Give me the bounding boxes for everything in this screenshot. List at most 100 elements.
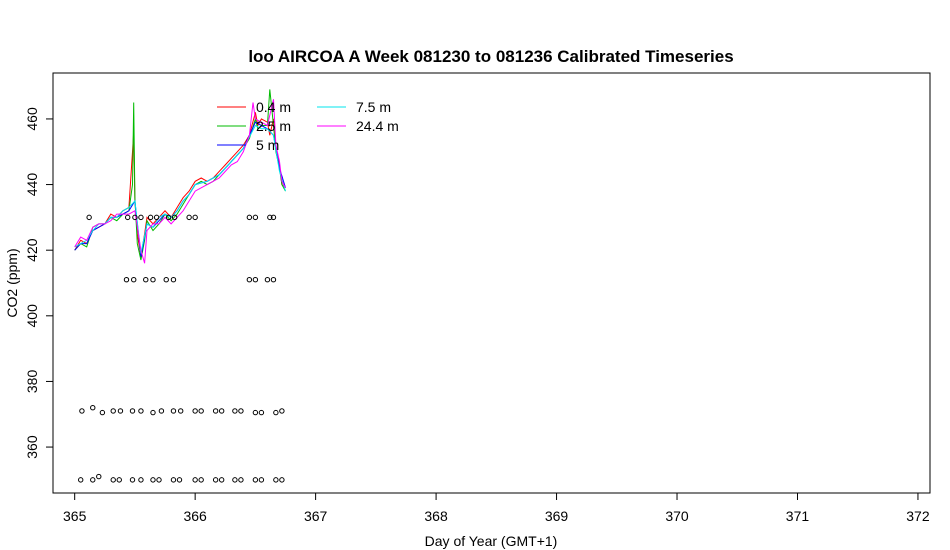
series-line-0-4-m bbox=[74, 112, 286, 257]
marker-point bbox=[86, 214, 92, 221]
marker-point bbox=[270, 277, 277, 283]
marker-point bbox=[238, 477, 244, 483]
marker-point bbox=[264, 277, 271, 283]
marker-point bbox=[252, 214, 259, 221]
marker-point bbox=[132, 214, 138, 221]
marker-point bbox=[218, 408, 225, 414]
x-axis: 365 366 367 368 369 370 371 372 bbox=[63, 492, 930, 524]
marker-point bbox=[246, 214, 253, 221]
marker-point bbox=[279, 408, 285, 414]
series-line-2-5-m bbox=[74, 89, 286, 261]
y-tick-label: 460 bbox=[24, 107, 40, 131]
series-line-7-5-m bbox=[74, 124, 286, 254]
legend: 0.4 m 2.5 m 5 m 7.5 m 24.4 m bbox=[217, 99, 399, 153]
marker-point bbox=[212, 408, 219, 414]
marker-point bbox=[252, 477, 259, 483]
marker-point bbox=[147, 214, 154, 221]
marker-point bbox=[258, 409, 265, 416]
marker-point bbox=[198, 477, 204, 483]
marker-point bbox=[171, 214, 178, 221]
marker-point bbox=[170, 477, 177, 483]
y-tick-label: 360 bbox=[24, 435, 40, 459]
x-tick-label: 366 bbox=[183, 508, 207, 524]
y-axis-label: CO2 (ppm) bbox=[4, 248, 20, 317]
plot-frame bbox=[52, 72, 931, 494]
marker-point bbox=[232, 477, 238, 483]
marker-point bbox=[246, 277, 253, 283]
marker-point bbox=[232, 408, 238, 414]
marker-point bbox=[150, 477, 156, 483]
marker-point bbox=[192, 408, 198, 414]
marker-point bbox=[238, 408, 244, 414]
marker-point bbox=[279, 477, 285, 483]
marker-point bbox=[90, 477, 96, 483]
legend-label: 0.4 m bbox=[256, 99, 291, 115]
x-tick-label: 371 bbox=[786, 508, 810, 524]
y-tick-label: 400 bbox=[24, 304, 40, 328]
marker-point bbox=[176, 477, 183, 483]
marker-point bbox=[218, 477, 225, 483]
marker-point bbox=[270, 214, 277, 221]
marker-point bbox=[177, 408, 184, 414]
marker-point bbox=[186, 214, 192, 221]
marker-point bbox=[258, 477, 265, 483]
marker-point bbox=[158, 408, 165, 414]
legend-label: 2.5 m bbox=[256, 118, 291, 134]
marker-point bbox=[138, 408, 144, 414]
x-tick-label: 367 bbox=[304, 508, 328, 524]
marker-point bbox=[273, 477, 279, 483]
marker-point bbox=[192, 477, 198, 483]
y-tick-label: 440 bbox=[24, 173, 40, 197]
marker-point bbox=[117, 408, 124, 414]
legend-label: 7.5 m bbox=[356, 99, 391, 115]
chart-title: loo AIRCOA A Week 081230 to 081236 Calib… bbox=[248, 47, 733, 66]
marker-point bbox=[110, 408, 116, 414]
marker-point bbox=[138, 214, 144, 221]
marker-point bbox=[267, 214, 273, 221]
legend-label: 24.4 m bbox=[356, 118, 399, 134]
marker-point bbox=[150, 277, 156, 283]
marker-point bbox=[138, 477, 144, 483]
y-axis: 360 380 400 420 440 460 bbox=[24, 107, 54, 459]
marker-point bbox=[153, 214, 160, 221]
legend-label: 5 m bbox=[256, 137, 279, 153]
marker-point bbox=[170, 277, 177, 283]
marker-point bbox=[110, 477, 116, 483]
marker-point bbox=[116, 477, 122, 483]
x-tick-label: 372 bbox=[906, 508, 930, 524]
marker-point bbox=[273, 409, 279, 416]
marker-point bbox=[150, 409, 156, 416]
marker-point bbox=[198, 408, 204, 414]
marker-point bbox=[192, 214, 198, 221]
marker-point bbox=[78, 477, 84, 483]
y-tick-label: 420 bbox=[24, 238, 40, 262]
y-tick-label: 380 bbox=[24, 370, 40, 394]
marker-point bbox=[96, 473, 102, 480]
marker-point bbox=[124, 214, 131, 221]
x-axis-label: Day of Year (GMT+1) bbox=[425, 533, 558, 549]
marker-point bbox=[90, 404, 96, 411]
marker-point bbox=[129, 408, 136, 414]
marker-point bbox=[129, 477, 136, 483]
series-line-24-4-m bbox=[74, 99, 286, 264]
x-tick-label: 365 bbox=[63, 508, 87, 524]
x-tick-label: 370 bbox=[665, 508, 689, 524]
marker-point bbox=[143, 277, 149, 283]
marker-point bbox=[131, 277, 137, 283]
marker-point bbox=[163, 277, 169, 283]
x-tick-label: 368 bbox=[424, 508, 448, 524]
marker-point bbox=[79, 408, 85, 414]
marker-point bbox=[212, 477, 219, 483]
marker-point bbox=[170, 408, 177, 414]
marker-point bbox=[99, 409, 106, 416]
marker-point bbox=[123, 277, 130, 283]
marker-point bbox=[252, 277, 259, 283]
series-layer bbox=[74, 89, 286, 264]
series-line-5-m bbox=[74, 121, 286, 257]
x-tick-label: 369 bbox=[545, 508, 569, 524]
marker-point bbox=[156, 477, 162, 483]
marker-point bbox=[165, 214, 172, 221]
marker-point bbox=[252, 409, 259, 416]
marker-layer bbox=[78, 214, 285, 483]
